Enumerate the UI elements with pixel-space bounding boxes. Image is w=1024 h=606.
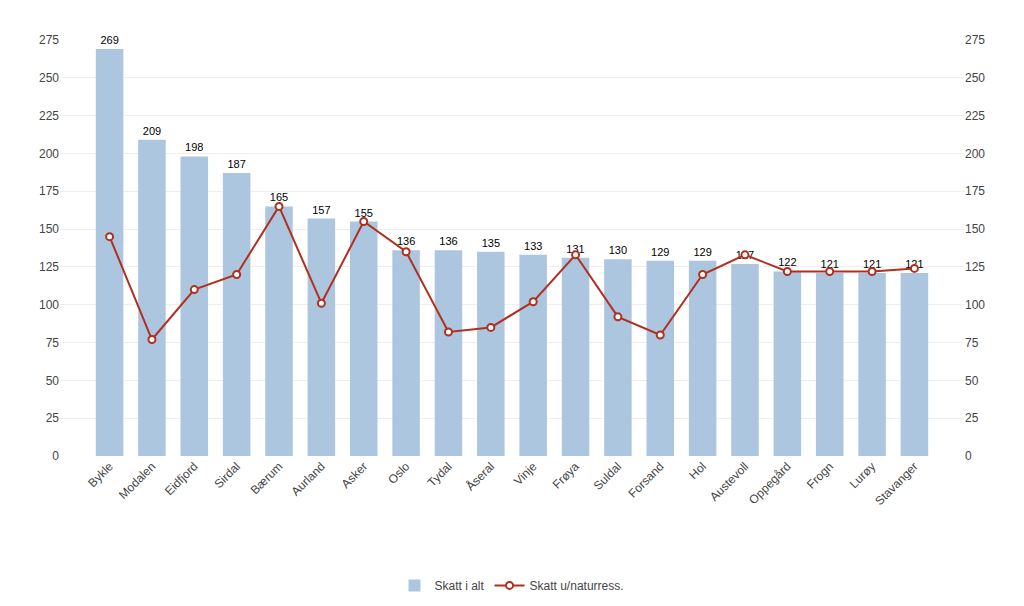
svg-text:225: 225	[39, 109, 59, 123]
svg-text:Skatt u/naturress.: Skatt u/naturress.	[530, 579, 624, 593]
svg-text:Tydal: Tydal	[425, 459, 455, 489]
svg-text:Oslo: Oslo	[385, 459, 413, 487]
svg-text:200: 200	[39, 147, 59, 161]
svg-text:275: 275	[965, 33, 985, 47]
svg-text:100: 100	[965, 298, 985, 312]
svg-text:Hol: Hol	[686, 459, 709, 482]
svg-text:175: 175	[965, 184, 985, 198]
svg-text:25: 25	[965, 411, 979, 425]
svg-text:175: 175	[39, 184, 59, 198]
svg-text:200: 200	[965, 147, 985, 161]
svg-text:130: 130	[609, 244, 627, 256]
svg-text:133: 133	[524, 240, 542, 252]
svg-text:Stavanger: Stavanger	[872, 459, 921, 508]
svg-text:121: 121	[821, 258, 839, 270]
svg-text:0: 0	[52, 449, 59, 463]
svg-text:121: 121	[863, 258, 881, 270]
svg-text:125: 125	[39, 260, 59, 274]
svg-text:50: 50	[46, 374, 60, 388]
svg-text:Suldal: Suldal	[591, 459, 624, 492]
svg-text:129: 129	[651, 246, 669, 258]
svg-text:Frøya: Frøya	[550, 459, 582, 491]
svg-text:0: 0	[965, 449, 972, 463]
svg-text:157: 157	[312, 204, 330, 216]
svg-text:187: 187	[227, 158, 245, 170]
svg-text:155: 155	[355, 207, 373, 219]
svg-text:198: 198	[185, 141, 203, 153]
svg-text:Modalen: Modalen	[116, 459, 158, 501]
svg-text:122: 122	[778, 256, 796, 268]
svg-text:150: 150	[39, 222, 59, 236]
svg-text:Asker: Asker	[339, 459, 371, 491]
svg-text:Frogn: Frogn	[804, 459, 836, 491]
svg-text:Austevoll: Austevoll	[707, 459, 751, 503]
svg-text:250: 250	[39, 71, 59, 85]
svg-text:250: 250	[965, 71, 985, 85]
svg-text:75: 75	[965, 336, 979, 350]
svg-text:Aurland: Aurland	[289, 459, 328, 498]
svg-text:136: 136	[439, 235, 457, 247]
svg-text:150: 150	[965, 222, 985, 236]
svg-text:Skatt i alt: Skatt i alt	[435, 579, 485, 593]
svg-text:Oppegård: Oppegård	[746, 459, 794, 507]
svg-text:135: 135	[482, 237, 500, 249]
svg-text:275: 275	[39, 33, 59, 47]
svg-text:125: 125	[965, 260, 985, 274]
svg-text:225: 225	[965, 109, 985, 123]
svg-text:Eidfjord: Eidfjord	[162, 459, 201, 498]
svg-text:209: 209	[143, 125, 161, 137]
svg-text:269: 269	[100, 34, 118, 46]
svg-text:Vinje: Vinje	[511, 459, 540, 488]
svg-text:Forsand: Forsand	[626, 459, 667, 500]
svg-text:131: 131	[566, 243, 584, 255]
svg-text:Sirdal: Sirdal	[211, 459, 243, 491]
svg-text:100: 100	[39, 298, 59, 312]
svg-text:Lurøy: Lurøy	[847, 459, 879, 491]
svg-text:165: 165	[270, 191, 288, 203]
svg-text:136: 136	[397, 235, 415, 247]
svg-text:25: 25	[46, 411, 60, 425]
svg-text:Åseral: Åseral	[463, 459, 498, 494]
svg-text:Bykle: Bykle	[85, 459, 116, 490]
svg-text:129: 129	[693, 246, 711, 258]
svg-text:127: 127	[736, 249, 754, 261]
svg-text:Bærum: Bærum	[248, 459, 286, 497]
svg-text:75: 75	[46, 336, 60, 350]
svg-text:121: 121	[905, 258, 923, 270]
svg-text:50: 50	[965, 374, 979, 388]
